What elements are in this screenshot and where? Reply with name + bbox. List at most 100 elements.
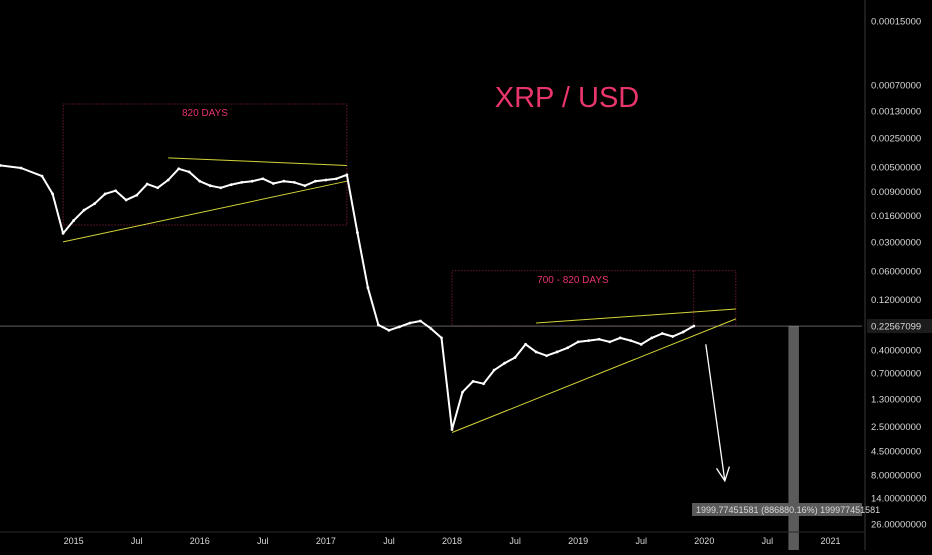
y-tick-label-0: 0.00015000 [871, 16, 921, 27]
price-point-2 [40, 174, 44, 178]
price-point-61 [660, 332, 664, 335]
price-point-56 [608, 340, 612, 344]
price-point-47 [513, 356, 517, 359]
y-tick-label-12: 1.30000000 [871, 395, 921, 406]
price-point-46 [503, 361, 506, 365]
price-point-22 [250, 179, 254, 183]
y-tick-label-5: 0.00900000 [871, 187, 921, 198]
trendline-0 [62, 180, 348, 243]
price-point-55 [597, 337, 601, 341]
price-point-44 [482, 382, 485, 386]
price-point-42 [461, 390, 464, 394]
trendline-2 [451, 318, 737, 433]
price-point-57 [618, 336, 622, 340]
price-point-59 [639, 342, 643, 346]
price-point-4 [61, 232, 65, 235]
price-point-20 [229, 183, 233, 187]
price-point-51 [555, 350, 559, 354]
price-point-49 [534, 350, 538, 354]
price-point-37 [408, 321, 412, 325]
price-point-41 [450, 428, 454, 431]
y-tick-label-6: 0.01600000 [871, 211, 921, 222]
price-point-1 [19, 166, 23, 170]
price-point-64 [692, 324, 696, 328]
price-point-11 [135, 193, 139, 197]
price-point-52 [566, 346, 570, 350]
y-tick-label-8: 0.06000000 [871, 266, 921, 277]
price-point-17 [198, 179, 202, 183]
price-point-26 [292, 180, 296, 184]
price-point-34 [377, 323, 380, 327]
price-point-24 [271, 182, 275, 185]
price-point-15 [177, 167, 181, 171]
price-point-53 [576, 340, 580, 344]
price-point-36 [398, 325, 401, 329]
annotation-box-0 [62, 103, 348, 226]
price-point-60 [650, 336, 654, 340]
price-point-58 [629, 339, 633, 342]
annotation-label-1: 700 - 820 DAYS [537, 275, 609, 286]
price-point-8 [103, 192, 107, 196]
y-tick-label-14: 4.50000000 [871, 446, 921, 457]
price-point-7 [93, 202, 97, 206]
price-point-50 [545, 354, 549, 358]
price-point-27 [303, 184, 307, 188]
projection-arrow-shaft [705, 344, 726, 481]
x-tick-label-10: 2020 [694, 536, 714, 546]
price-point-10 [124, 198, 128, 202]
projection-band [788, 326, 799, 550]
x-tick-label-6: 2018 [442, 536, 462, 546]
price-point-63 [681, 330, 685, 334]
price-point-35 [387, 328, 391, 332]
price-point-3 [51, 192, 54, 196]
projection-arrow-head [715, 466, 731, 483]
price-point-40 [440, 336, 443, 340]
price-point-12 [145, 182, 149, 186]
y-tick-label-7: 0.03000000 [871, 237, 921, 248]
price-point-45 [492, 368, 496, 372]
x-tick-label-7: Jul [509, 536, 521, 546]
price-point-29 [324, 178, 328, 182]
x-tick-label-1: Jul [131, 536, 143, 546]
price-point-48 [524, 342, 528, 346]
x-tick-label-11: Jul [762, 536, 774, 546]
chart-title: XRP / USD [495, 82, 640, 114]
x-tick-label-8: 2019 [568, 536, 588, 546]
x-tick-label-0: 2015 [64, 536, 84, 546]
price-point-21 [240, 180, 244, 184]
price-point-25 [282, 179, 286, 183]
projection-label-box [692, 503, 862, 516]
price-point-62 [671, 335, 675, 338]
price-point-23 [261, 177, 265, 181]
y-tick-label-10: 0.40000000 [871, 345, 921, 356]
y-tick-label-11: 0.70000000 [871, 369, 921, 380]
y-tick-label-3: 0.00250000 [871, 134, 921, 145]
price-point-13 [156, 186, 160, 190]
y-tick-label-2: 0.00130000 [871, 106, 921, 117]
price-point-9 [114, 189, 118, 193]
price-point-18 [208, 184, 212, 188]
price-point-30 [334, 177, 338, 181]
x-tick-label-12: 2021 [820, 536, 840, 546]
price-point-5 [72, 219, 75, 222]
trendline-3 [536, 308, 736, 324]
current-price-label: 0.22567099 [871, 322, 921, 333]
price-point-19 [219, 186, 223, 190]
price-point-14 [166, 178, 170, 182]
price-point-32 [356, 231, 359, 234]
price-point-43 [471, 379, 475, 383]
x-tick-label-9: Jul [635, 536, 647, 546]
price-point-6 [82, 208, 86, 212]
price-point-54 [587, 339, 591, 342]
projection-label: 1999.77451581 (886880.16%) 199977451581 [696, 505, 880, 515]
y-tick-label-13: 2.50000000 [871, 422, 921, 433]
x-tick-label-2: 2016 [190, 536, 210, 546]
price-point-39 [429, 327, 433, 331]
price-point-16 [187, 170, 191, 174]
x-tick-label-4: 2017 [316, 536, 336, 546]
y-tick-label-4: 0.00500000 [871, 163, 921, 174]
y-tick-label-15: 8.00000000 [871, 470, 921, 481]
price-point-28 [313, 179, 317, 183]
